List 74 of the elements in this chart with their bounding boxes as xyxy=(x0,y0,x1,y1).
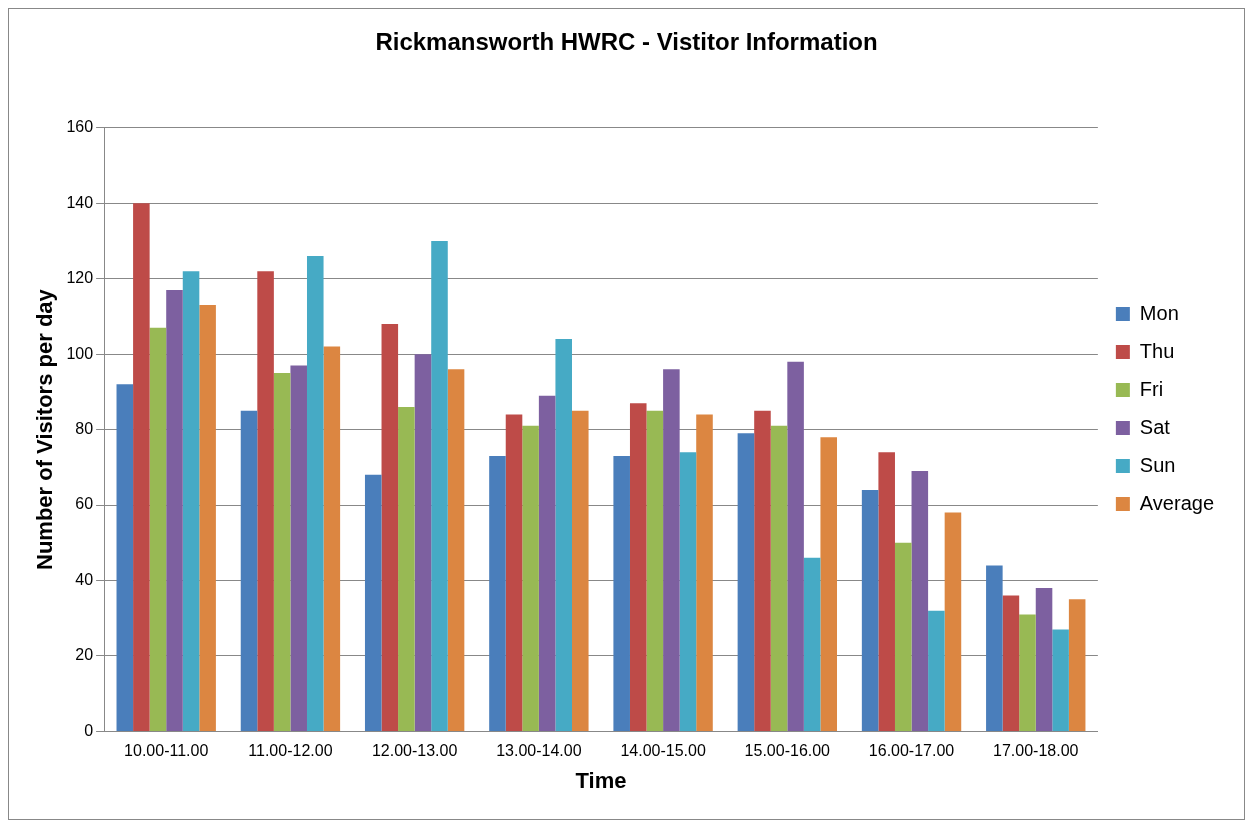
bar xyxy=(364,474,382,731)
bar xyxy=(663,369,680,731)
bar xyxy=(166,290,183,731)
bar xyxy=(572,410,589,731)
y-tick-label: 20 xyxy=(75,646,94,664)
bar xyxy=(414,354,432,731)
bar xyxy=(1035,588,1053,731)
x-tick-label: 10.00-11.00 xyxy=(124,742,209,760)
x-tick-label: 15.00-16.00 xyxy=(744,742,831,760)
legend-label: Sat xyxy=(1139,415,1171,438)
y-tick-label: 160 xyxy=(66,118,94,136)
bar xyxy=(149,327,167,731)
bar xyxy=(323,346,341,731)
bar xyxy=(398,406,415,731)
bar xyxy=(240,410,258,731)
bar xyxy=(182,271,200,731)
bar xyxy=(555,339,572,731)
bar xyxy=(754,410,771,731)
x-tick-label: 11.00-12.00 xyxy=(248,742,333,760)
bar xyxy=(894,542,912,731)
bar xyxy=(489,456,506,731)
x-tick-label: 13.00-14.00 xyxy=(496,742,582,760)
y-tick-label: 140 xyxy=(66,193,94,211)
bar xyxy=(290,365,307,731)
bar xyxy=(1052,629,1069,731)
x-tick-label: 14.00-15.00 xyxy=(620,742,706,760)
bar xyxy=(1019,614,1036,731)
bar xyxy=(878,452,895,731)
bar xyxy=(522,425,539,731)
bar xyxy=(306,256,324,731)
bar xyxy=(646,410,664,731)
y-axis-title: Number of Visitors per day xyxy=(32,288,58,570)
x-tick-label: 17.00-18.00 xyxy=(993,742,1079,760)
bar xyxy=(199,305,216,731)
bar xyxy=(257,271,274,731)
bar xyxy=(381,323,399,731)
bar xyxy=(1068,599,1086,731)
bar xyxy=(629,403,647,731)
legend-label: Average xyxy=(1139,491,1215,514)
bar xyxy=(431,240,448,731)
bar xyxy=(133,203,150,731)
bar xyxy=(696,414,713,731)
bar xyxy=(770,425,788,731)
bar xyxy=(447,369,465,731)
bar xyxy=(820,437,837,731)
bar xyxy=(273,373,291,731)
bar xyxy=(861,489,879,731)
legend-label: Fri xyxy=(1139,377,1164,400)
y-tick-label: 80 xyxy=(75,420,94,438)
bar xyxy=(986,565,1003,731)
bar xyxy=(911,471,929,731)
x-tick-label: 16.00-17.00 xyxy=(868,742,955,760)
y-tick-label: 120 xyxy=(66,269,94,287)
bar xyxy=(538,395,556,731)
legend-label: Thu xyxy=(1139,339,1175,362)
bar xyxy=(1002,595,1020,731)
x-axis-title: Time xyxy=(575,767,627,793)
bar xyxy=(787,361,804,731)
y-tick-label: 60 xyxy=(75,495,94,513)
legend-label: Sun xyxy=(1139,453,1176,476)
bar xyxy=(737,433,755,731)
y-tick-label: 40 xyxy=(75,570,94,588)
bar xyxy=(505,414,523,731)
legend-label: Mon xyxy=(1139,301,1179,324)
bar xyxy=(613,456,630,731)
bar xyxy=(944,512,962,731)
bar xyxy=(679,452,697,731)
bar xyxy=(116,384,134,731)
y-tick-label: 0 xyxy=(84,721,94,739)
bar xyxy=(803,557,821,731)
chart-title: Rickmansworth HWRC - Vistitor Information xyxy=(375,28,878,56)
bar xyxy=(928,610,945,731)
x-tick-label: 12.00-13.00 xyxy=(371,742,458,760)
y-tick-label: 100 xyxy=(66,344,94,362)
